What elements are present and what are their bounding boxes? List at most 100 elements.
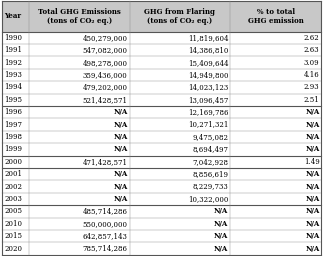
Bar bbox=[230, 180, 321, 193]
Text: 3.09: 3.09 bbox=[304, 59, 319, 67]
Bar bbox=[230, 230, 321, 242]
Text: 1.49: 1.49 bbox=[304, 158, 319, 166]
Bar bbox=[2, 242, 29, 255]
Bar bbox=[2, 131, 29, 143]
Text: 14,386,810: 14,386,810 bbox=[188, 46, 228, 54]
Text: 2.63: 2.63 bbox=[304, 46, 319, 54]
Bar bbox=[230, 119, 321, 131]
Bar bbox=[130, 230, 230, 242]
Text: 450,279,000: 450,279,000 bbox=[83, 34, 128, 42]
Text: 1997: 1997 bbox=[4, 121, 22, 129]
Text: N/A: N/A bbox=[305, 207, 319, 215]
Bar bbox=[130, 32, 230, 44]
Text: 2015: 2015 bbox=[4, 232, 22, 240]
Bar bbox=[130, 94, 230, 106]
Bar bbox=[130, 57, 230, 69]
Bar bbox=[2, 230, 29, 242]
Bar bbox=[230, 131, 321, 143]
Text: 4.16: 4.16 bbox=[304, 71, 319, 79]
Text: 479,202,000: 479,202,000 bbox=[83, 83, 128, 91]
Bar bbox=[230, 218, 321, 230]
Bar bbox=[29, 168, 130, 180]
Bar bbox=[2, 193, 29, 205]
Bar bbox=[230, 143, 321, 156]
Bar bbox=[2, 119, 29, 131]
Text: N/A: N/A bbox=[305, 108, 319, 116]
Bar bbox=[29, 180, 130, 193]
Bar bbox=[2, 32, 29, 44]
Bar bbox=[130, 44, 230, 57]
Bar bbox=[230, 106, 321, 119]
Text: 1993: 1993 bbox=[4, 71, 22, 79]
Text: N/A: N/A bbox=[305, 183, 319, 190]
Text: 2003: 2003 bbox=[4, 195, 22, 203]
Text: 13,096,457: 13,096,457 bbox=[188, 96, 228, 104]
Bar bbox=[230, 94, 321, 106]
Bar bbox=[29, 69, 130, 81]
Bar bbox=[130, 143, 230, 156]
Text: 1995: 1995 bbox=[4, 96, 22, 104]
Bar bbox=[2, 218, 29, 230]
Text: N/A: N/A bbox=[305, 220, 319, 228]
Text: N/A: N/A bbox=[113, 195, 128, 203]
Bar bbox=[2, 180, 29, 193]
Text: 7,042,928: 7,042,928 bbox=[192, 158, 228, 166]
Text: N/A: N/A bbox=[305, 170, 319, 178]
Bar bbox=[230, 57, 321, 69]
Text: 9,475,082: 9,475,082 bbox=[192, 133, 228, 141]
Bar bbox=[230, 168, 321, 180]
Bar bbox=[230, 242, 321, 255]
Bar bbox=[29, 131, 130, 143]
Text: 14,023,123: 14,023,123 bbox=[188, 83, 228, 91]
Bar bbox=[2, 156, 29, 168]
Text: N/A: N/A bbox=[305, 195, 319, 203]
Text: 11,819,604: 11,819,604 bbox=[188, 34, 228, 42]
Text: 8,856,619: 8,856,619 bbox=[192, 170, 228, 178]
Text: 547,082,000: 547,082,000 bbox=[83, 46, 128, 54]
Bar bbox=[29, 205, 130, 218]
Text: 10,271,321: 10,271,321 bbox=[188, 121, 228, 129]
Bar bbox=[29, 1, 130, 32]
Text: 2020: 2020 bbox=[4, 244, 22, 252]
Text: N/A: N/A bbox=[305, 232, 319, 240]
Bar bbox=[29, 44, 130, 57]
Text: 785,714,286: 785,714,286 bbox=[83, 244, 128, 252]
Text: 2002: 2002 bbox=[4, 183, 22, 190]
Text: N/A: N/A bbox=[214, 232, 228, 240]
Bar bbox=[2, 69, 29, 81]
Text: N/A: N/A bbox=[113, 145, 128, 153]
Text: N/A: N/A bbox=[214, 244, 228, 252]
Text: 2.93: 2.93 bbox=[304, 83, 319, 91]
Text: N/A: N/A bbox=[113, 121, 128, 129]
Text: Year: Year bbox=[4, 13, 21, 20]
Bar bbox=[29, 32, 130, 44]
Bar bbox=[130, 69, 230, 81]
Bar bbox=[230, 32, 321, 44]
Text: N/A: N/A bbox=[305, 121, 319, 129]
Bar bbox=[2, 168, 29, 180]
Bar bbox=[130, 180, 230, 193]
Text: 1992: 1992 bbox=[4, 59, 22, 67]
Bar bbox=[2, 1, 29, 32]
Text: 1998: 1998 bbox=[4, 133, 22, 141]
Text: N/A: N/A bbox=[305, 244, 319, 252]
Text: 498,278,000: 498,278,000 bbox=[83, 59, 128, 67]
Bar bbox=[29, 57, 130, 69]
Bar bbox=[29, 193, 130, 205]
Text: 8,229,733: 8,229,733 bbox=[193, 183, 228, 190]
Text: 2005: 2005 bbox=[4, 207, 22, 215]
Text: 521,428,571: 521,428,571 bbox=[83, 96, 128, 104]
Text: 2.51: 2.51 bbox=[304, 96, 319, 104]
Text: 1994: 1994 bbox=[4, 83, 22, 91]
Bar bbox=[2, 81, 29, 94]
Text: N/A: N/A bbox=[305, 133, 319, 141]
Bar bbox=[130, 106, 230, 119]
Text: 14,949,800: 14,949,800 bbox=[188, 71, 228, 79]
Text: 8,694,497: 8,694,497 bbox=[192, 145, 228, 153]
Text: 1991: 1991 bbox=[4, 46, 22, 54]
Bar bbox=[230, 156, 321, 168]
Text: 10,322,000: 10,322,000 bbox=[188, 195, 228, 203]
Bar bbox=[130, 119, 230, 131]
Text: N/A: N/A bbox=[214, 220, 228, 228]
Text: 1999: 1999 bbox=[4, 145, 22, 153]
